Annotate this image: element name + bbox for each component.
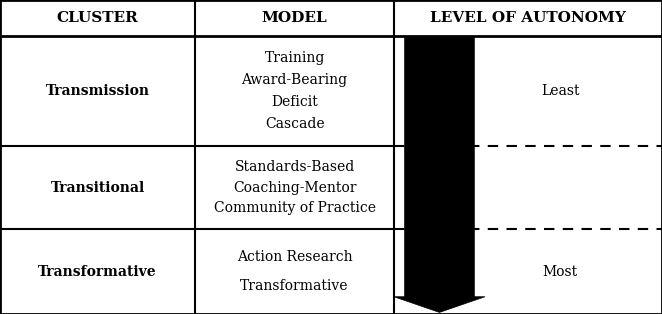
Text: Transformative: Transformative — [38, 265, 157, 279]
Text: MODEL: MODEL — [261, 11, 328, 25]
Text: Transformative: Transformative — [240, 279, 349, 293]
Text: Standards-Based: Standards-Based — [234, 160, 355, 174]
Text: LEVEL OF AUTONOMY: LEVEL OF AUTONOMY — [430, 11, 626, 25]
Text: CLUSTER: CLUSTER — [57, 11, 138, 25]
Text: Training: Training — [264, 51, 325, 65]
Text: Transitional: Transitional — [50, 181, 145, 195]
Polygon shape — [394, 38, 485, 312]
Text: Community of Practice: Community of Practice — [214, 201, 375, 215]
Text: Cascade: Cascade — [265, 117, 324, 131]
Text: Most: Most — [543, 265, 578, 279]
Text: Deficit: Deficit — [271, 95, 318, 109]
Text: Coaching-Mentor: Coaching-Mentor — [233, 181, 356, 195]
Text: Award-Bearing: Award-Bearing — [242, 73, 348, 87]
Text: Least: Least — [541, 84, 579, 98]
Text: Transmission: Transmission — [46, 84, 150, 98]
Text: Action Research: Action Research — [237, 251, 352, 264]
